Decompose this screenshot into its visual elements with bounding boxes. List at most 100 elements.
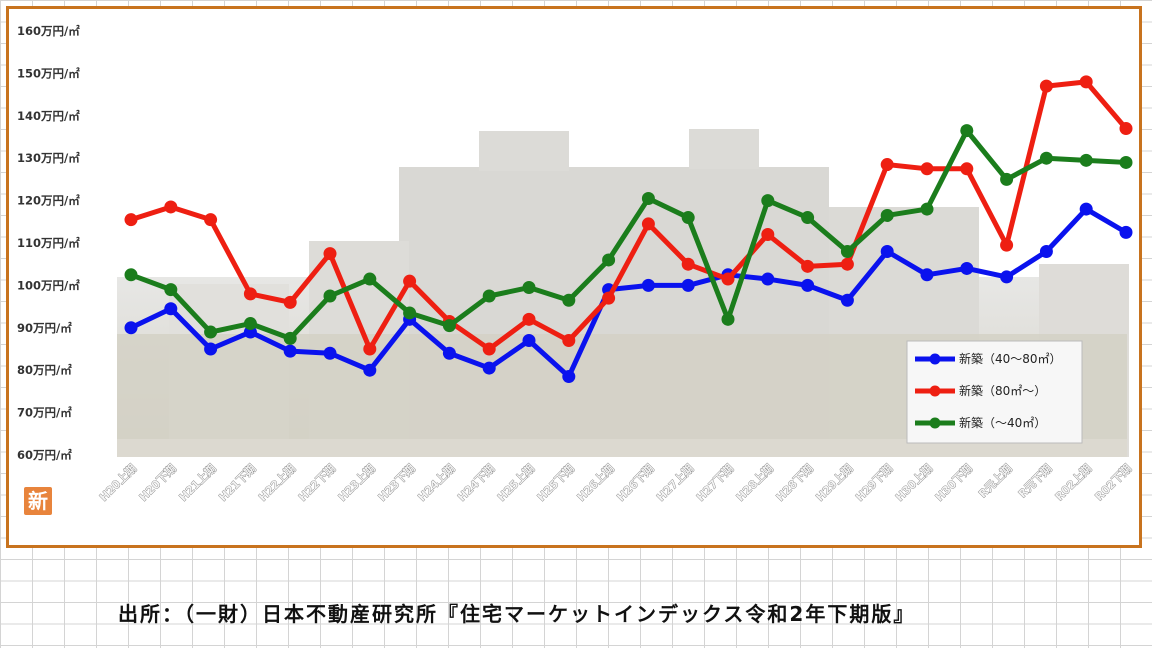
x-tick-label: H22上期 bbox=[256, 461, 299, 504]
data-point bbox=[1079, 202, 1093, 216]
x-tick-label: H29下期 bbox=[853, 461, 896, 504]
data-point bbox=[801, 211, 815, 225]
data-point bbox=[761, 228, 775, 242]
source-caption: 出所：（一財）日本不動産研究所『住宅マーケットインデックス令和2年下期版』 bbox=[118, 602, 916, 626]
data-point bbox=[283, 295, 297, 309]
data-point bbox=[920, 268, 934, 282]
legend-label: 新築（80㎡～） bbox=[959, 383, 1046, 398]
data-point bbox=[761, 194, 775, 208]
data-point bbox=[920, 202, 934, 216]
x-tick-label: H23下期 bbox=[375, 461, 418, 504]
data-point bbox=[562, 370, 576, 384]
data-point bbox=[920, 162, 934, 176]
data-point bbox=[124, 268, 138, 282]
y-axis: 60万円/㎡ 70万円/㎡ 80万円/㎡ 90万円/㎡ 100万円/㎡ 110万円/㎡ 12… bbox=[17, 24, 80, 462]
data-point bbox=[960, 124, 974, 138]
data-point bbox=[1039, 79, 1053, 93]
data-point bbox=[562, 334, 576, 348]
data-point bbox=[1119, 155, 1133, 169]
data-point bbox=[522, 312, 536, 326]
x-tick-label: H20上期 bbox=[96, 461, 139, 504]
data-point bbox=[164, 283, 178, 297]
series-line bbox=[128, 128, 1129, 341]
y-tick-label: 140万円/㎡ bbox=[17, 109, 80, 123]
chart-frame: 60万円/㎡ 70万円/㎡ 80万円/㎡ 90万円/㎡ 100万円/㎡ 110万円/㎡ 12… bbox=[6, 6, 1142, 548]
data-point bbox=[641, 217, 655, 231]
x-tick-label: R02上期 bbox=[1052, 461, 1094, 503]
y-tick-label: 160万円/㎡ bbox=[17, 24, 80, 38]
data-point bbox=[243, 317, 257, 331]
data-point bbox=[403, 274, 417, 288]
bg-building bbox=[479, 131, 569, 171]
x-tick-label: R元上期 bbox=[975, 461, 1014, 500]
data-point bbox=[1000, 238, 1014, 252]
legend-label: 新築（～40㎡） bbox=[959, 415, 1046, 430]
series-line bbox=[128, 79, 1129, 352]
x-tick-label: H23上期 bbox=[335, 461, 378, 504]
series-1 bbox=[124, 202, 1133, 384]
x-tick-label: H26上期 bbox=[574, 461, 617, 504]
x-tick-label: H25下期 bbox=[534, 461, 577, 504]
series-line bbox=[128, 206, 1129, 380]
x-tick-label: H21上期 bbox=[176, 461, 219, 504]
series-3 bbox=[124, 124, 1133, 345]
data-point bbox=[482, 361, 496, 375]
data-point bbox=[323, 247, 337, 261]
chart-svg: 60万円/㎡ 70万円/㎡ 80万円/㎡ 90万円/㎡ 100万円/㎡ 110万円/㎡ 12… bbox=[17, 24, 1134, 504]
data-point bbox=[880, 158, 894, 172]
data-point bbox=[602, 253, 616, 267]
data-point bbox=[482, 289, 496, 303]
x-tick-label: H28下期 bbox=[773, 461, 816, 504]
data-point bbox=[522, 281, 536, 295]
data-point bbox=[960, 162, 974, 176]
data-point bbox=[681, 257, 695, 271]
data-point bbox=[204, 325, 218, 339]
bg-building bbox=[689, 129, 759, 169]
legend-label: 新築（40～80㎡） bbox=[959, 351, 1062, 366]
data-point bbox=[363, 272, 377, 286]
data-point bbox=[164, 302, 178, 316]
data-point bbox=[363, 342, 377, 356]
legend: 新築（40～80㎡） 新築（80㎡～） 新築（～40㎡） bbox=[906, 340, 1083, 444]
y-tick-label: 80万円/㎡ bbox=[17, 363, 72, 377]
y-tick-label: 110万円/㎡ bbox=[17, 236, 80, 250]
x-tick-label: H21下期 bbox=[216, 461, 259, 504]
data-point bbox=[641, 278, 655, 292]
data-point bbox=[840, 244, 854, 258]
data-point bbox=[363, 363, 377, 377]
data-point bbox=[602, 291, 616, 305]
data-point bbox=[880, 244, 894, 258]
data-point bbox=[840, 293, 854, 307]
data-point bbox=[403, 306, 417, 320]
new-badge: 新 bbox=[24, 487, 52, 515]
data-point bbox=[801, 278, 815, 292]
y-tick-label: 130万円/㎡ bbox=[17, 151, 80, 165]
bg-ground bbox=[117, 439, 1127, 457]
data-point bbox=[204, 213, 218, 227]
data-point bbox=[124, 213, 138, 227]
y-tick-label: 60万円/㎡ bbox=[17, 448, 72, 462]
data-point bbox=[681, 211, 695, 225]
series-layer bbox=[124, 75, 1133, 384]
data-point bbox=[840, 257, 854, 271]
x-tick-label: H27上期 bbox=[654, 461, 697, 504]
data-point bbox=[721, 272, 735, 286]
x-tick-label: H25上期 bbox=[494, 461, 537, 504]
data-point bbox=[1000, 172, 1014, 186]
data-point bbox=[1079, 75, 1093, 89]
data-point bbox=[1079, 153, 1093, 167]
data-point bbox=[124, 321, 138, 335]
data-point bbox=[323, 346, 337, 360]
data-point bbox=[204, 342, 218, 356]
y-tick-label: 90万円/㎡ bbox=[17, 321, 72, 335]
data-point bbox=[283, 331, 297, 345]
x-tick-label: H26下期 bbox=[614, 461, 657, 504]
x-tick-label: H29上期 bbox=[813, 461, 856, 504]
legend-marker bbox=[929, 417, 941, 429]
y-tick-label: 70万円/㎡ bbox=[17, 406, 72, 420]
x-tick-label: H24上期 bbox=[415, 461, 458, 504]
legend-marker bbox=[929, 385, 941, 397]
data-point bbox=[1039, 244, 1053, 258]
x-axis: H20上期H20下期H21上期H21下期H22上期H22下期H23上期H23下期… bbox=[96, 461, 1134, 504]
data-point bbox=[761, 272, 775, 286]
